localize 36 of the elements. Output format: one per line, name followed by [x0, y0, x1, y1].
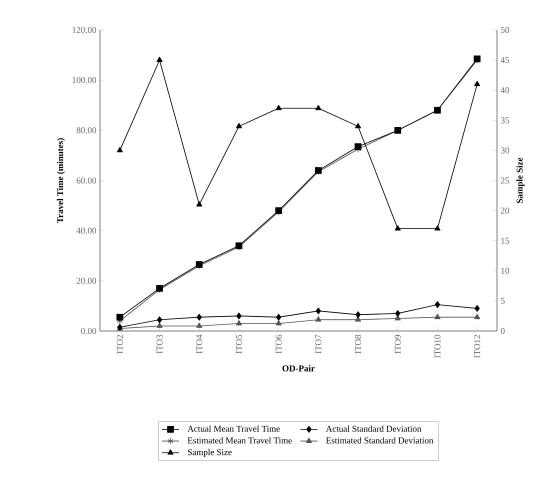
y2-tick-label: 40 [500, 87, 510, 94]
y-tick-label: 120.00 [72, 26, 96, 34]
legend-label: Estimated Mean Travel Time [188, 437, 292, 444]
x-tick-label: ITO5 [236, 334, 242, 354]
y2-axis-title: Sample Size [516, 158, 524, 204]
legend-label: Actual Standard Deviation [326, 425, 422, 432]
x-axis-title: OD-Pair [282, 365, 315, 372]
x-tick-label: ITO8 [355, 334, 362, 354]
x-tick-label: ITO4 [196, 334, 202, 354]
y-tick-label: 20.00 [76, 278, 96, 284]
x-tick-label: ITO3 [156, 334, 163, 354]
y2-tick-label: 5 [501, 298, 505, 304]
y2-tick-label: 0 [500, 328, 505, 334]
x-tick-label: ITO7 [315, 334, 322, 354]
legend-label: Estimated Standard Deviation [326, 437, 434, 444]
legend-label: Actual Mean Travel Time [187, 425, 280, 432]
y-tick-label: 0.00 [81, 328, 96, 334]
x-tick-label: ITO10 [434, 334, 440, 358]
y-axis-title: Travel Time (minutes) [56, 138, 65, 224]
x-tick-label: ITO9 [394, 334, 401, 354]
y-tick-label: 60.00 [76, 177, 96, 184]
y2-tick-label: 25 [500, 177, 510, 184]
y-tick-label: 40.00 [76, 228, 96, 234]
y2-tick-label: 30 [500, 147, 510, 154]
y2-tick-label: 35 [500, 117, 510, 124]
x-tick-label: ITO12 [474, 335, 480, 358]
legend-label: Sample Size [188, 448, 232, 458]
y2-tick-label: 45 [500, 57, 510, 64]
x-tick-label: ITO6 [276, 334, 282, 354]
x-tick-label: ITO2 [116, 335, 123, 354]
y-tick-label: 80.00 [76, 127, 96, 134]
y2-tick-label: 10 [501, 268, 510, 274]
y2-tick-label: 50 [501, 26, 510, 34]
y2-tick-label: 15 [501, 238, 510, 244]
y2-tick-label: 20 [500, 208, 510, 214]
y-tick-label: 100.00 [72, 77, 96, 84]
